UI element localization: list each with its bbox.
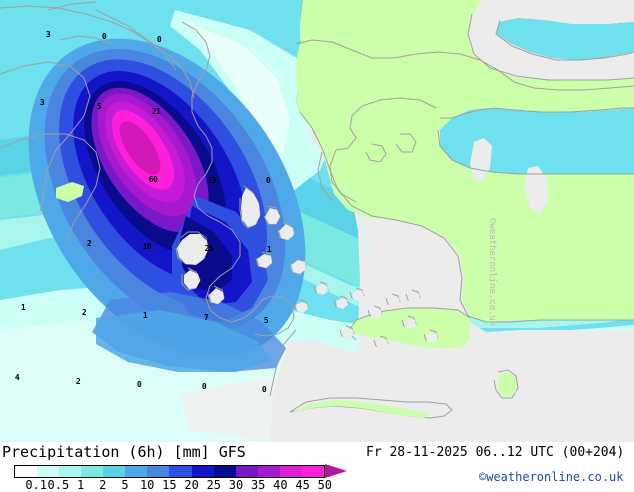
precipitation-colorbar[interactable]: 0.1 0.5 1 2 5 10 15 20 25 30 35 40 45 50 bbox=[14, 464, 354, 492]
colorbar-tick: 5 bbox=[121, 478, 129, 492]
islands-grey bbox=[177, 188, 438, 349]
precip-core-group bbox=[28, 38, 306, 358]
island-rhodes-green bbox=[498, 372, 516, 398]
sea-blacksea bbox=[468, 0, 634, 80]
colorbar-tick: 0.5 bbox=[47, 478, 70, 492]
precip-band-max bbox=[119, 121, 161, 175]
colorbar-swatch bbox=[147, 466, 170, 477]
colorbar-tick: 20 bbox=[184, 478, 199, 492]
colorbar-swatch bbox=[235, 466, 258, 477]
colorbar-swatch bbox=[213, 466, 236, 477]
map-canvas bbox=[0, 0, 634, 442]
colorbar-swatch bbox=[125, 466, 148, 477]
precip-wash-south-2 bbox=[96, 310, 272, 372]
colorbar-tick: 0.1 bbox=[25, 478, 48, 492]
colorbar-tick: 25 bbox=[206, 478, 222, 492]
colorbar-swatch bbox=[279, 466, 302, 477]
colorbar-swatch bbox=[301, 466, 324, 477]
colorbar-tick: 50 bbox=[317, 478, 333, 492]
colorbar-tick: 30 bbox=[228, 478, 244, 492]
land-anatolia-green bbox=[296, 40, 634, 322]
coastlines bbox=[0, 1, 634, 419]
copyright-link[interactable]: ©weatheronline.co.uk bbox=[479, 470, 624, 484]
colorbar-swatch bbox=[169, 466, 192, 477]
colorbar-swatch bbox=[59, 466, 82, 477]
colorbar-tick: 40 bbox=[273, 478, 288, 492]
land-patch-lake-2 bbox=[524, 166, 548, 214]
precip-band-1 bbox=[0, 212, 634, 328]
land-south-coast-grey bbox=[270, 340, 634, 442]
colorbar-swatch bbox=[257, 466, 280, 477]
colorbar-tick: 15 bbox=[162, 478, 177, 492]
colorbar-swatch bbox=[15, 466, 38, 477]
colorbar-overflow-arrow bbox=[324, 464, 347, 478]
map-watermark: ©weatheronline.co.uk bbox=[487, 218, 497, 327]
colorbar-swatch bbox=[37, 466, 60, 477]
colorbar-tick: 2 bbox=[99, 478, 107, 492]
land-south-coast-grey-2 bbox=[372, 342, 634, 372]
island-nw-green bbox=[56, 182, 84, 202]
colorbar-swatches bbox=[14, 465, 325, 478]
colorbar-tick: 1 bbox=[76, 478, 85, 492]
colorbar-tick: 35 bbox=[250, 478, 266, 492]
precipitation-map[interactable]: 3 0 0 3 5 21 60 13 0 2 18 25 1 1 2 1 7 5… bbox=[0, 0, 634, 442]
colorbar-tick: 10 bbox=[139, 478, 155, 492]
legend-footer: Precipitation (6h) [mm] GFS Fr 28-11-202… bbox=[0, 442, 634, 492]
legend-title: Precipitation (6h) [mm] GFS bbox=[2, 443, 246, 461]
colorbar-swatch bbox=[103, 466, 126, 477]
colorbar-swatch bbox=[81, 466, 104, 477]
colorbar-tick: 45 bbox=[295, 478, 310, 492]
colorbar-swatch bbox=[191, 466, 214, 477]
island-crete-green bbox=[292, 400, 430, 418]
forecast-timestamp: Fr 28-11-2025 06..12 UTC (00+204) bbox=[366, 445, 625, 460]
